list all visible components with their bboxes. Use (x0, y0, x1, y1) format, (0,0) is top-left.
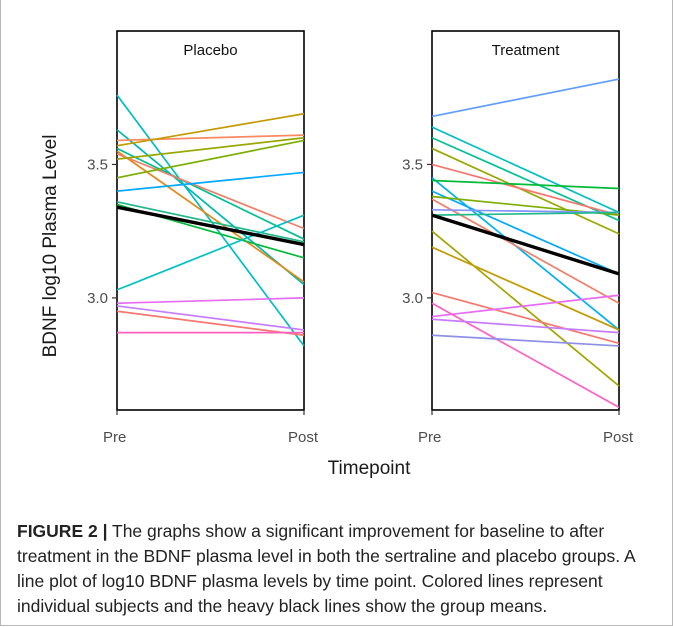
x-tick-label: Pre (418, 429, 441, 446)
subject-line (431, 291, 620, 345)
y-tick-label: 3.0 (402, 290, 423, 307)
subject-line (116, 297, 305, 305)
subject-line (116, 150, 305, 283)
subject-line (116, 112, 305, 147)
subject-line (431, 179, 620, 190)
subject-line (431, 211, 620, 217)
x-tick-label: Post (288, 429, 319, 446)
subject-line (116, 94, 305, 347)
subject-line (116, 310, 305, 337)
subject-line (431, 230, 620, 387)
subject-line (431, 147, 620, 235)
subject-line (431, 163, 620, 216)
subject-line (116, 147, 305, 240)
y-tick-label: 3.5 (402, 156, 423, 173)
subject-line (431, 302, 620, 409)
subject-line (116, 136, 305, 160)
caption-text: The graphs show a significant improvemen… (17, 521, 635, 616)
subject-line (431, 126, 620, 214)
panel-0: Placebo 3.0 3.5 Pre Post (87, 30, 319, 446)
y-axis-label: BDNF log10 Plasma Level (40, 135, 61, 358)
subject-line (116, 139, 305, 179)
subject-line (431, 198, 620, 304)
panel-title: Treatment (492, 42, 561, 59)
subject-line (116, 200, 305, 243)
subject-line (431, 318, 620, 334)
subject-line (431, 208, 620, 214)
figure-plot: BDNF log10 Plasma Level Timepoint Placeb… (40, 30, 634, 479)
panel-title: Placebo (183, 42, 237, 59)
subject-line (116, 171, 305, 192)
subject-line (431, 190, 620, 275)
caption-label: FIGURE 2 | (17, 521, 108, 541)
subject-line (431, 78, 620, 118)
y-tick-label: 3.5 (87, 156, 108, 173)
panel-border (116, 30, 305, 411)
x-tick-label: Post (603, 429, 634, 446)
subject-line (116, 134, 305, 142)
subject-line (431, 294, 620, 318)
panel-1: Treatment 3.0 3.5 Pre Post (402, 30, 634, 446)
subject-line (431, 177, 620, 331)
group-mean-line (431, 213, 620, 276)
x-axis-label: Timepoint (328, 458, 411, 479)
y-tick-label: 3.0 (87, 290, 108, 307)
x-tick-label: Pre (103, 429, 126, 446)
subject-line (116, 305, 305, 331)
facet-panels: Placebo 3.0 3.5 Pre Post Treatment 3.0 3.5 Pre Po… (87, 30, 634, 446)
subject-line (431, 334, 620, 347)
group-mean-line (116, 205, 305, 247)
subject-line (116, 152, 305, 230)
figure-caption: FIGURE 2 | The graphs show a significant… (17, 519, 657, 619)
subject-line (431, 246, 620, 331)
subject-line (116, 214, 305, 291)
